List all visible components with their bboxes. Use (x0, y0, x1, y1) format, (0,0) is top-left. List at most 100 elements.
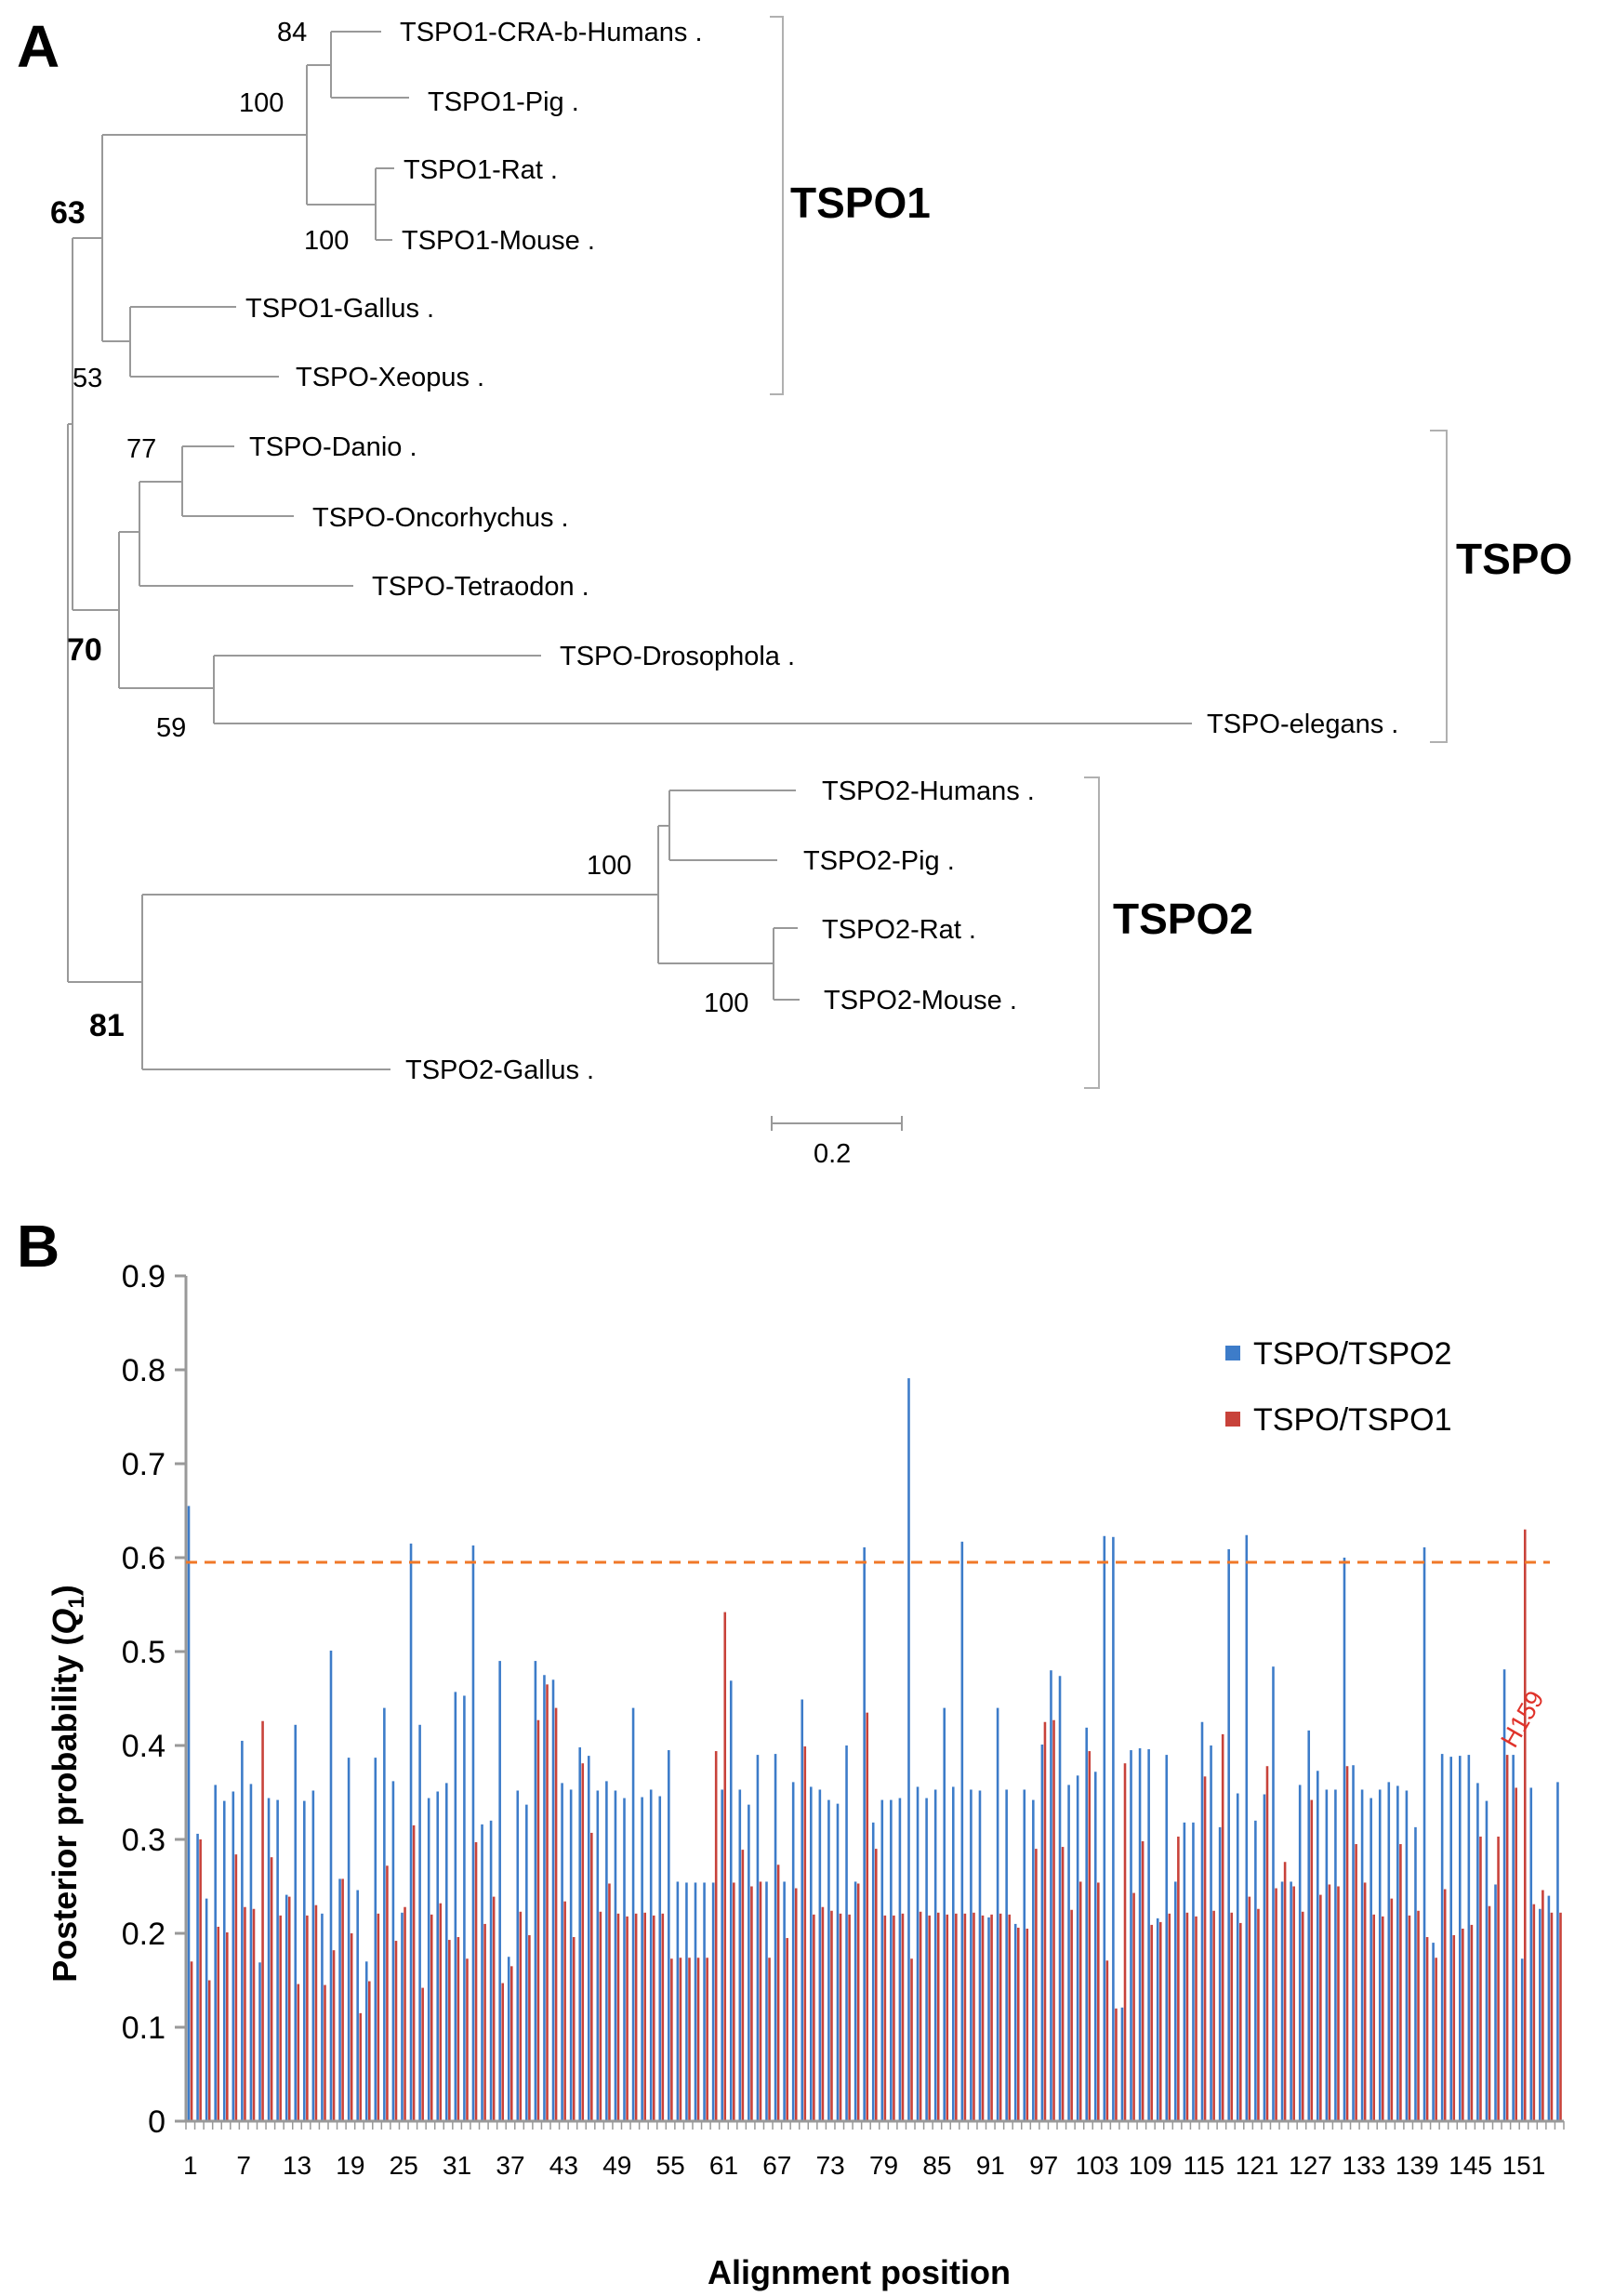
scale-bar-label: 0.2 (814, 1139, 851, 1169)
bar-tspo1 (509, 1966, 513, 2121)
bar-tspo2 (641, 1797, 643, 2121)
bar-tspo1 (1195, 1916, 1197, 2121)
bar-tspo1 (483, 1923, 486, 2121)
x-tick-label: 55 (656, 2151, 685, 2180)
bar-tspo1 (1505, 1755, 1509, 2121)
bar-tspo2 (1422, 1546, 1426, 2121)
leaf-label: TSPO2-Pig . (803, 846, 955, 876)
bar-tspo1 (421, 1987, 424, 2121)
bootstrap-value: 100 (239, 88, 284, 118)
bar-tspo2 (587, 1756, 590, 2121)
bar-tspo1 (1355, 1844, 1357, 2121)
bar-tspo2 (401, 1912, 404, 2121)
y-tick-label: 0.1 (122, 2011, 165, 2046)
y-ticks: 0 0.1 0.2 0.3 0.4 0.5 0.6 0.7 0.8 0.9 (122, 1259, 186, 2140)
bar-tspo1 (474, 1842, 478, 2121)
bar-tspo2 (987, 1917, 990, 2121)
bar-tspo2 (1103, 1535, 1106, 2121)
bar-tspo1 (341, 1878, 344, 2121)
bar-tspo1 (1425, 1937, 1429, 2121)
bar-tspo2 (391, 1781, 395, 2121)
bar-tspo1 (207, 1980, 211, 2121)
bar-tspo1 (1523, 1529, 1527, 2121)
bar-tspo2 (907, 1378, 910, 2121)
bar-tspo1 (856, 1883, 860, 2121)
bar-tspo2 (614, 1790, 617, 2121)
bar-tspo1 (830, 1910, 833, 2121)
x-tick-label: 85 (922, 2151, 951, 2180)
x-tick-label: 31 (443, 2151, 471, 2180)
bar-tspo1 (688, 1958, 691, 2121)
bar-tspo1 (1275, 1888, 1277, 2121)
bar-tspo1 (608, 1883, 611, 2121)
bar-tspo1 (1123, 1763, 1127, 2121)
bootstrap-value: 81 (89, 1008, 125, 1043)
bar-tspo2 (1414, 1826, 1417, 2121)
bar-tspo2 (1547, 1895, 1551, 2121)
bar-tspo2 (1449, 1757, 1452, 2121)
leaf-label: TSPO-elegans . (1207, 710, 1398, 739)
x-tick-label: 25 (390, 2151, 418, 2180)
bar-tspo2 (454, 1692, 457, 2121)
bar-tspo1 (776, 1865, 780, 2121)
bar-tspo2 (329, 1650, 333, 2121)
bar-tspo1 (1550, 1912, 1554, 2121)
clade-bracket (770, 16, 784, 395)
bar-tspo1 (377, 1913, 380, 2121)
bar-tspo2 (258, 1962, 261, 2121)
clade-bracket (1430, 430, 1448, 743)
bar-tspo1 (1452, 1935, 1456, 2121)
bar-tspo2 (694, 1882, 697, 2121)
bar-tspo1 (554, 1707, 558, 2121)
bar-tspo2 (1512, 1755, 1515, 2121)
bar-tspo1 (1462, 1928, 1464, 2121)
bootstrap-value: 70 (67, 632, 102, 668)
bar-tspo1 (1078, 1881, 1082, 2121)
bar-tspo1 (324, 1984, 326, 2121)
bar-tspo2 (925, 1798, 928, 2121)
x-tick-label: 145 (1449, 2151, 1492, 2180)
bar-tspo1 (350, 1933, 353, 2121)
bar-tspo1 (955, 1913, 958, 2121)
x-tick-label: 127 (1289, 2151, 1332, 2180)
bar-tspo2 (960, 1541, 964, 2121)
bar-tspo2 (748, 1804, 750, 2121)
bar-tspo1 (1221, 1733, 1224, 2121)
bar-tspo1 (1363, 1882, 1367, 2121)
bar-tspo1 (990, 1914, 993, 2121)
bar-tspo1 (1008, 1914, 1011, 2121)
bar-tspo2 (1343, 1558, 1346, 2121)
bootstrap-value: 100 (304, 226, 349, 256)
bootstrap-value: 84 (277, 18, 307, 47)
bar-tspo2 (1298, 1785, 1302, 2121)
bar-tspo1 (634, 1913, 638, 2121)
bar-tspo1 (359, 2012, 363, 2121)
bar-tspo2 (1067, 1785, 1070, 2121)
bar-tspo2 (1405, 1790, 1409, 2121)
bar-tspo2 (569, 1789, 573, 2121)
bar-tspo2 (1529, 1787, 1533, 2121)
bar-tspo1 (706, 1958, 708, 2121)
bar-tspo1 (919, 1911, 922, 2121)
bar-tspo1 (696, 1958, 700, 2121)
bar-tspo2 (1494, 1884, 1497, 2121)
bar-tspo1 (821, 1906, 825, 2121)
bar-tspo2 (1432, 1943, 1435, 2121)
bar-tspo1 (626, 1916, 628, 2121)
leaf-label: TSPO-Xeopus . (296, 363, 484, 392)
x-tick-label: 115 (1183, 2151, 1224, 2180)
x-tick-label: 43 (549, 2151, 578, 2180)
bar-tspo1 (244, 1906, 246, 2121)
bar-tspo2 (1280, 1881, 1284, 2121)
bar-tspo2 (463, 1695, 466, 2121)
bar-tspo1 (1105, 1960, 1109, 2121)
legend-swatch (1225, 1346, 1240, 1360)
bar-tspo2 (1334, 1789, 1337, 2121)
bar-tspo2 (489, 1820, 493, 2121)
bar-tspo2 (871, 1822, 875, 2121)
bar-tspo2 (1360, 1789, 1364, 2121)
bar-tspo2 (1005, 1789, 1008, 2121)
bar-tspo1 (456, 1937, 460, 2121)
bar-tspo2 (338, 1878, 341, 2121)
clade-label-tspo1: TSPO1 (790, 179, 931, 227)
